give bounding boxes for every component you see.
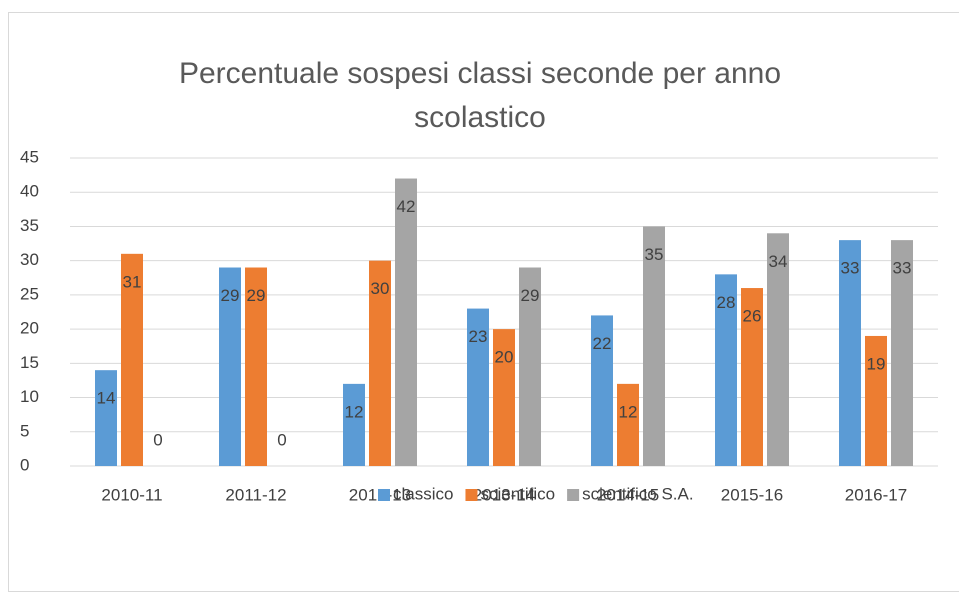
data-label: 26 [743,307,762,326]
data-label: 20 [495,348,514,367]
y-tick-label: 5 [20,421,29,440]
x-tick-label: 2015-16 [721,485,783,504]
bar [643,226,665,466]
bar [617,383,639,466]
bar [891,240,913,466]
data-label: 31 [123,272,142,291]
data-label: 12 [619,402,638,421]
data-label: 19 [867,354,886,373]
legend-swatch [378,489,390,501]
data-label: 22 [593,334,612,353]
bar [519,267,541,466]
y-tick-label: 15 [20,353,39,372]
data-label: 29 [521,286,540,305]
data-label: 42 [397,197,416,216]
legend-label: scientifico S.A. [582,484,694,503]
bar [395,178,417,467]
y-tick-label: 20 [20,319,39,338]
data-label: 0 [277,430,286,449]
legend-swatch [567,489,580,501]
data-label: 28 [717,293,736,312]
chart-title: Percentuale sospesi classi seconde per a… [178,57,782,134]
data-label: 23 [469,327,488,346]
bar [369,260,391,466]
y-tick-label: 35 [20,216,39,235]
x-tick-label: 2011-12 [225,485,286,504]
bar [767,233,789,466]
bar [839,240,861,466]
bar [741,288,763,466]
y-tick-label: 30 [20,250,39,269]
data-label: 0 [153,430,162,449]
bar [715,274,737,466]
legend-swatch [465,489,478,501]
data-label: 29 [247,286,266,305]
data-label: 30 [371,279,390,298]
y-tick-label: 0 [20,455,29,474]
y-tick-label: 10 [20,387,39,406]
bar [121,253,143,466]
bar [343,383,365,466]
bar [591,315,613,466]
legend-label: scientifico [480,484,555,503]
data-label: 34 [769,252,788,271]
y-tick-label: 25 [20,284,39,303]
y-tick-label: 45 [20,147,39,166]
bar [493,329,515,466]
data-label: 29 [221,286,240,305]
x-tick-label: 2016-17 [845,485,907,504]
data-label: 33 [841,259,860,278]
y-tick-label: 40 [20,182,39,201]
bar [467,308,489,466]
bar [219,267,241,466]
data-label: 14 [97,389,116,408]
data-label: 33 [893,259,912,278]
bar [245,267,267,466]
bar [865,335,887,466]
legend-label: classico [393,484,453,503]
data-label: 12 [345,402,364,421]
bar [95,370,117,466]
x-tick-label: 2013-14 [473,485,535,504]
x-tick-label: 2014-15 [597,485,659,504]
x-tick-label: 2010-11 [101,485,162,504]
data-label: 35 [645,245,664,264]
